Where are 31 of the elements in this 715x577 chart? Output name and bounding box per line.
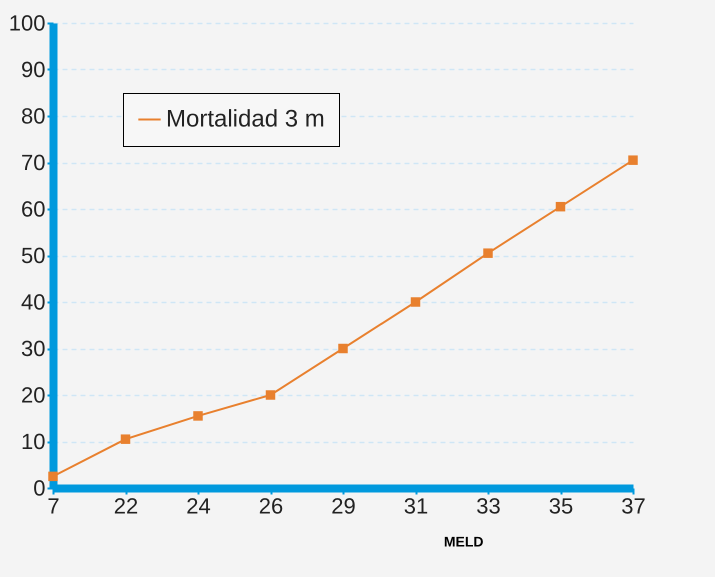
- y-tick-label: 60: [21, 196, 46, 222]
- y-tick-label: 70: [21, 150, 46, 175]
- x-tick-label: 22: [114, 494, 138, 518]
- y-tick-label: 90: [21, 57, 46, 82]
- point: [338, 344, 348, 354]
- point: [266, 390, 276, 400]
- point: [483, 248, 493, 258]
- legend-label: Mortalidad 3 m: [166, 106, 325, 132]
- y-tick-label: 40: [21, 290, 46, 314]
- x-axis-title: MELD: [444, 534, 484, 550]
- y-tick-label: 50: [21, 243, 46, 268]
- y-tick-label: 80: [21, 104, 46, 128]
- point: [120, 434, 130, 444]
- point: [48, 472, 58, 482]
- x-tick-label: 31: [404, 494, 428, 518]
- x-tick-label: 29: [331, 494, 356, 518]
- point: [556, 202, 566, 212]
- point: [628, 155, 638, 165]
- x-tick-label: 26: [258, 494, 284, 518]
- x-tick-label: 35: [548, 494, 574, 518]
- x-tick-label: 33: [476, 494, 501, 518]
- x-tick-label: 7: [47, 494, 60, 518]
- y-tick-label: 100: [8, 10, 46, 36]
- y-tick-label: 20: [21, 382, 46, 408]
- y-tick-label: 30: [21, 336, 46, 361]
- y-tick-label: 10: [21, 429, 46, 454]
- y-tick-label: 0: [33, 476, 46, 500]
- point: [193, 411, 203, 421]
- x-tick-label: 24: [186, 494, 211, 518]
- point: [410, 297, 420, 307]
- x-tick-label: 37: [621, 494, 646, 518]
